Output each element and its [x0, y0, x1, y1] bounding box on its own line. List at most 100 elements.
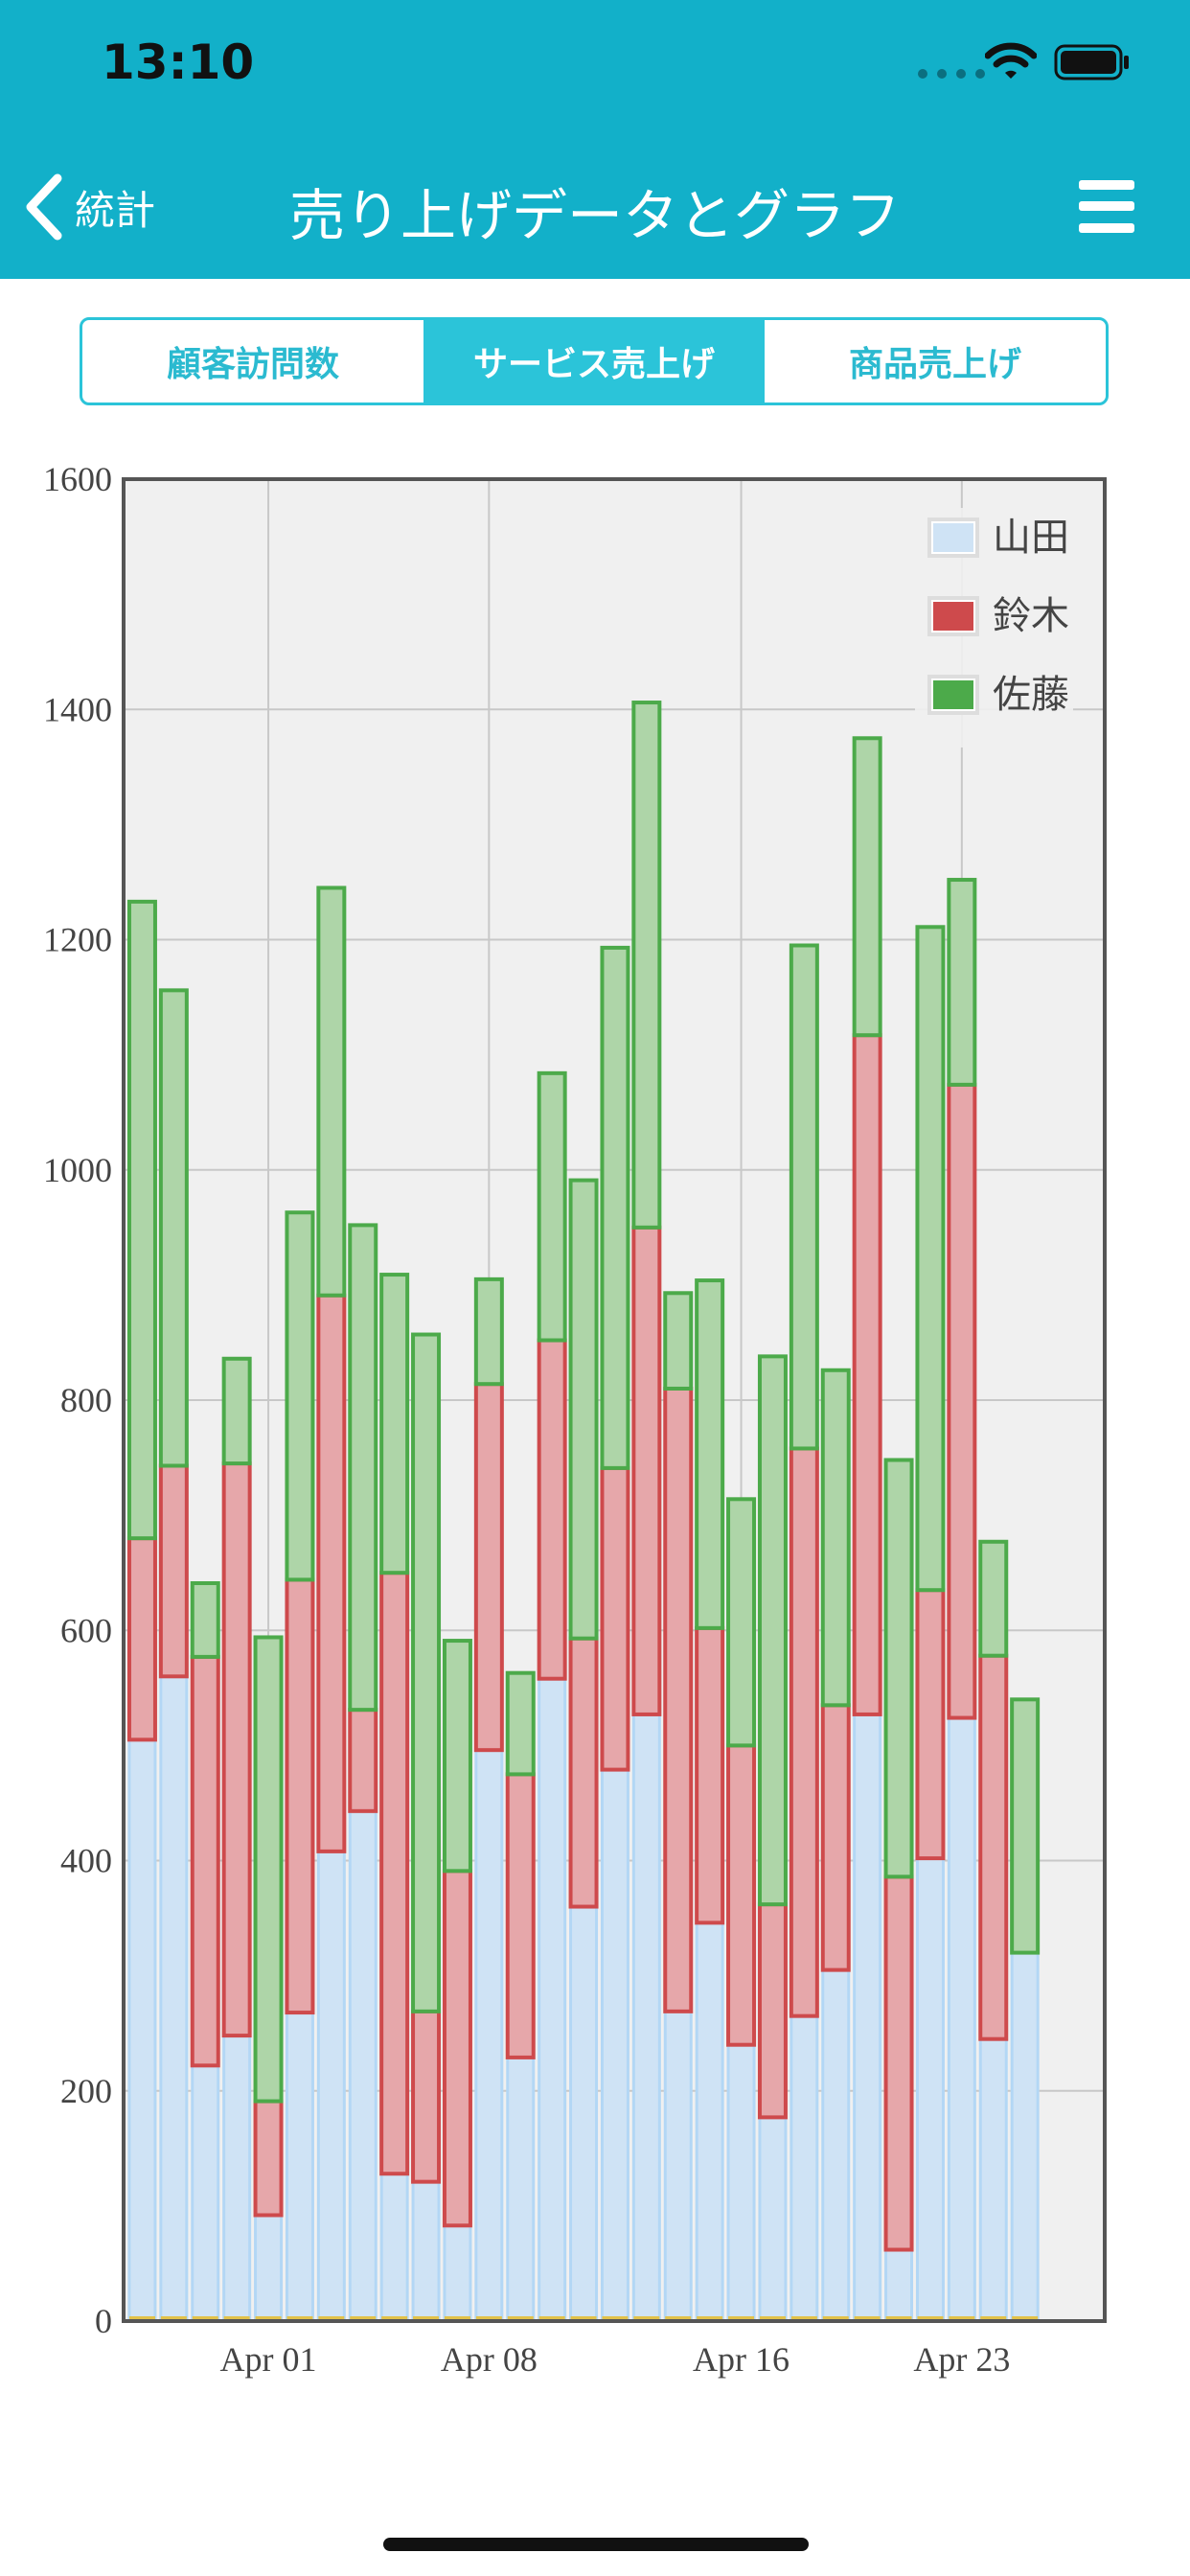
stacked-bar-chart: 0 200 400 600 800 1000 1200 1400 1600 Apr 01 Apr 0…: [43, 460, 1107, 2379]
bar-segment-suzuki: [757, 1902, 788, 2120]
bar-segment-suzuki: [221, 1461, 252, 2038]
bar-segment-suzuki: [915, 1588, 946, 1861]
legend-swatch: [931, 678, 975, 711]
bar-segment-yamada: [443, 2223, 472, 2323]
bar-segment-sato: [158, 988, 189, 1468]
baseline-marker: [192, 2316, 218, 2321]
bar-segment-sato: [820, 1368, 851, 1708]
legend-label: 鈴木: [993, 594, 1069, 638]
bar-segment-sato: [915, 925, 946, 1593]
chevron-left-icon: [26, 173, 62, 241]
bar-segment-sato: [978, 1539, 1009, 1658]
x-tick-label: Apr 23: [913, 2340, 1010, 2379]
wifi-icon: [985, 42, 1037, 79]
bar-segment-suzuki: [726, 1743, 757, 2047]
bar-segment-sato: [1010, 1697, 1041, 1955]
bar-segment-yamada: [915, 1856, 945, 2323]
bar-segment-suzuki: [473, 1382, 504, 1753]
bar-segment-yamada: [379, 2172, 409, 2323]
legend-swatch: [931, 521, 975, 554]
bar-segment-yamada: [411, 2180, 441, 2323]
bar-segment-yamada: [884, 2248, 914, 2323]
bar-segment-sato: [695, 1278, 725, 1630]
bar-segment-sato: [757, 1354, 788, 1907]
bar-segment-sato: [568, 1178, 599, 1641]
bar-segment-suzuki: [158, 1463, 189, 1679]
bar-segment-yamada: [947, 1716, 976, 2323]
back-label: 統計: [75, 186, 156, 234]
back-button[interactable]: 統計: [23, 172, 155, 242]
segmented-control: 顧客訪問数 サービス売上げ 商品売上げ: [80, 317, 1109, 405]
tab-service-sales[interactable]: サービス売上げ: [423, 320, 765, 402]
bar-segment-suzuki: [883, 1874, 914, 2252]
x-tick-label: Apr 16: [693, 2340, 790, 2379]
bar-segment-suzuki: [411, 2009, 442, 2184]
baseline-marker: [350, 2316, 377, 2321]
legend-label: 山田: [993, 516, 1069, 560]
bar-segment-suzuki: [789, 1446, 819, 2018]
baseline-marker: [538, 2316, 565, 2321]
baseline-marker: [223, 2316, 250, 2321]
app-header: 13:10 統計 売り上げデータとグラフ: [0, 0, 1190, 279]
y-tick-label: 400: [60, 1842, 112, 1880]
battery-icon: [1054, 44, 1129, 80]
y-tick-label: 0: [95, 2302, 112, 2340]
bar-segment-sato: [600, 945, 630, 1470]
bar-segment-yamada: [631, 1713, 661, 2323]
baseline-marker: [413, 2316, 440, 2321]
bar-segment-suzuki: [663, 1386, 694, 2013]
bar-segment-yamada: [191, 2063, 220, 2323]
bar-segment-sato: [852, 736, 882, 1038]
baseline-marker: [980, 2316, 1007, 2321]
tab-customer-visits[interactable]: 顧客訪問数: [166, 345, 339, 384]
bar-segment-sato: [379, 1273, 410, 1576]
bar-segment-yamada: [316, 1850, 346, 2323]
bar-segment-sato: [883, 1458, 914, 1879]
baseline-marker: [570, 2316, 597, 2321]
bar-segment-suzuki: [568, 1636, 599, 1909]
bar-segment-sato: [473, 1276, 504, 1387]
baseline-marker: [475, 2316, 502, 2321]
baseline-marker: [790, 2316, 817, 2321]
tab-product-sales[interactable]: 商品売上げ: [848, 345, 1021, 384]
bar-segment-suzuki: [852, 1033, 882, 1716]
bar-segment-yamada: [726, 2043, 756, 2323]
y-tick-label: 800: [60, 1381, 112, 1419]
baseline-marker: [728, 2316, 755, 2321]
baseline-marker: [507, 2316, 534, 2321]
baseline-marker: [885, 2316, 912, 2321]
baseline-marker: [160, 2316, 187, 2321]
bar-segment-yamada: [663, 2010, 693, 2323]
bar-segment-yamada: [758, 2115, 788, 2323]
bar-segment-suzuki: [126, 1536, 157, 1742]
bar-segment-yamada: [159, 1674, 189, 2323]
bar-segment-sato: [505, 1670, 536, 1777]
y-tick-label: 600: [60, 1611, 112, 1649]
bar-segment-yamada: [790, 2014, 819, 2323]
baseline-marker: [1012, 2316, 1039, 2321]
bar-segment-sato: [285, 1210, 315, 1582]
bar-segment-sato: [411, 1332, 442, 2013]
bar-segment-suzuki: [379, 1571, 410, 2176]
bar-segment-sato: [631, 701, 662, 1230]
bar-segment-yamada: [695, 1920, 724, 2323]
bar-segment-yamada: [538, 1677, 567, 2323]
bar-segment-suzuki: [348, 1708, 378, 1813]
bar-segment-yamada: [978, 2037, 1008, 2323]
bar-segment-yamada: [853, 1713, 882, 2323]
y-tick-label: 1400: [43, 690, 112, 728]
legend-swatch: [931, 600, 975, 632]
baseline-marker: [255, 2316, 282, 2321]
bar-segment-sato: [126, 899, 157, 1541]
hamburger-menu-icon[interactable]: [1079, 180, 1134, 234]
y-tick-label: 1200: [43, 921, 112, 959]
bar-segment-yamada: [506, 2056, 536, 2323]
page-title: 売り上げデータとグラフ: [288, 183, 901, 248]
cellular-signal-icon: [918, 69, 985, 79]
bar-segment-sato: [537, 1070, 567, 1343]
legend-label: 佐藤: [993, 673, 1069, 717]
status-time: 13:10: [102, 34, 255, 90]
baseline-marker: [602, 2316, 629, 2321]
baseline-marker: [381, 2316, 408, 2321]
bar-segment-sato: [442, 1639, 472, 1874]
